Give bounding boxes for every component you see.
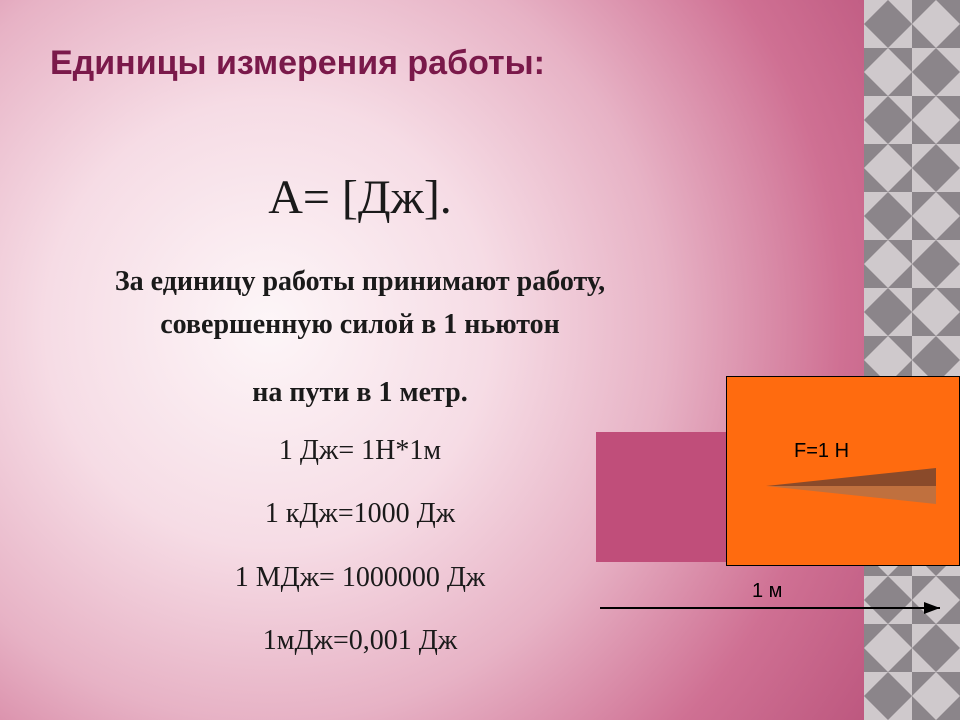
definition-line-3: на пути в 1 метр. — [0, 371, 720, 414]
diagram-block-start — [596, 432, 726, 562]
distance-label: 1 м — [752, 580, 782, 603]
force-label: F=1 Н — [794, 440, 849, 463]
slide: Единицы измерения работы: А= [Дж]. За ед… — [0, 0, 960, 720]
main-formula: А= [Дж]. — [0, 170, 720, 225]
side-pattern — [864, 0, 960, 720]
slide-title: Единицы измерения работы: — [50, 44, 545, 83]
diagram-force-arrow-bottom — [766, 486, 936, 504]
diagram-force-arrow-top — [766, 468, 936, 486]
equation-4: 1мДж=0,001 Дж — [0, 614, 720, 667]
definition-line-2: совершенную силой в 1 ньютон — [0, 303, 720, 346]
definition-line-1: За единицу работы принимают работу, — [0, 260, 720, 303]
